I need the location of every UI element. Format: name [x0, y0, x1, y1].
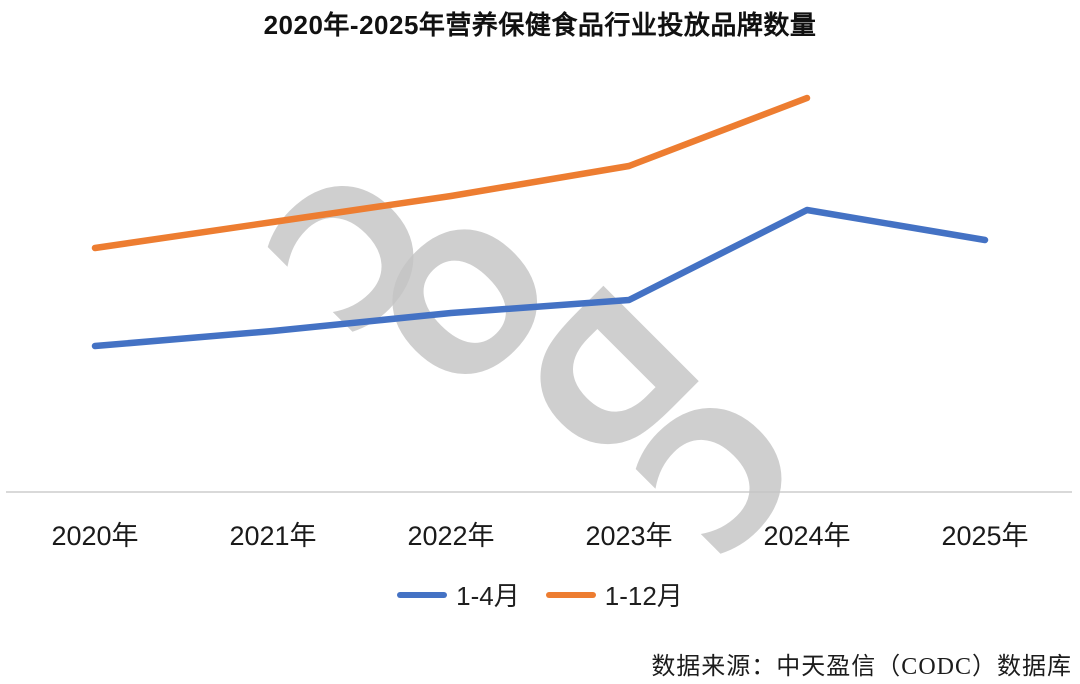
legend-item-series-0: 1-4月 [397, 576, 520, 613]
x-axis-line [6, 491, 1072, 493]
legend-item-series-1: 1-12月 [545, 576, 683, 613]
legend-label: 1-4月 [456, 581, 520, 611]
x-tick-label: 2020年 [51, 521, 139, 551]
x-tick-label: 2025年 [941, 521, 1029, 551]
chart-title: 2020年-2025年营养保健食品行业投放品牌数量 [263, 10, 817, 40]
series-line-0 [91, 206, 989, 350]
legend-label: 1-12月 [604, 581, 683, 611]
series-line-1 [91, 94, 811, 252]
chart-legend: 1-4月 1-12月 [0, 576, 1080, 613]
watermark-letter: O [330, 167, 595, 432]
data-source: 数据来源：中天盈信（CODC）数据库 [651, 654, 1072, 680]
x-tick-label: 2022年 [407, 521, 495, 551]
legend-swatch-orange [545, 591, 596, 598]
x-tick-label: 2024年 [763, 521, 851, 551]
x-tick-label: 2021年 [229, 521, 317, 551]
legend-swatch-blue [397, 591, 448, 598]
watermark-letter: C [222, 122, 472, 372]
x-tick-label: 2023年 [585, 521, 673, 551]
watermark-letter: D [475, 242, 738, 505]
